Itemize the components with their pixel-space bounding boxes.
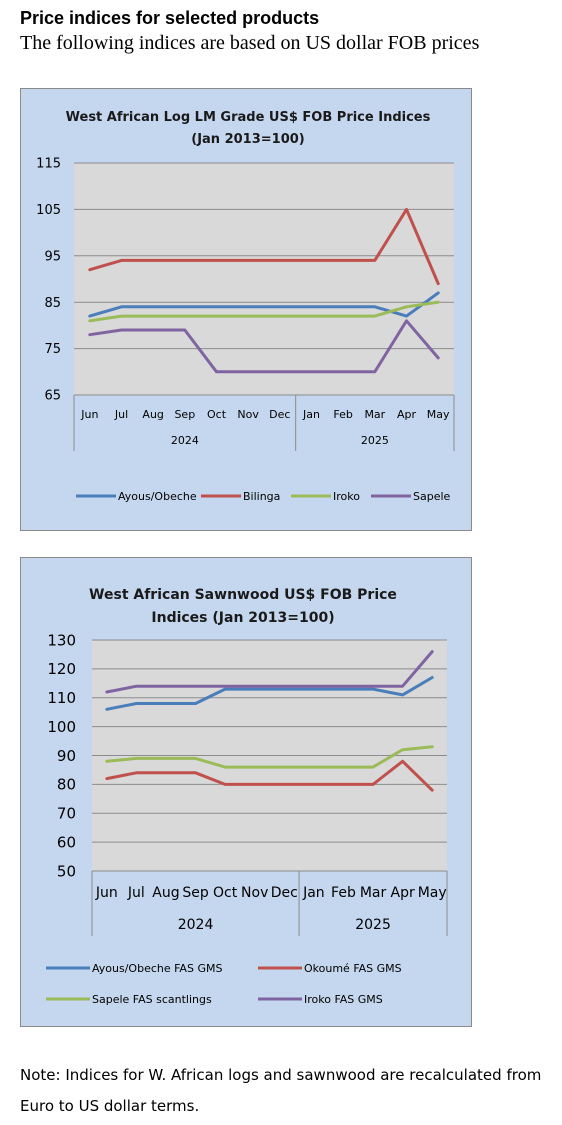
- legend-label: Iroko: [333, 490, 360, 503]
- x-tick-label: Oct: [207, 408, 227, 421]
- x-tick-label: Nov: [241, 885, 268, 901]
- x-tick-label: Oct: [213, 885, 238, 901]
- x-tick-label: Nov: [237, 408, 259, 421]
- series-line-0: [88, 291, 440, 318]
- legend-label: Bilinga: [243, 490, 280, 503]
- y-tick-label: 120: [47, 660, 76, 678]
- chart-title-line: Indices (Jan 2013=100): [151, 610, 334, 626]
- x-tick-label: Dec: [271, 885, 298, 901]
- x-tick-label: Sep: [174, 408, 195, 421]
- x-tick-label: Jul: [127, 885, 145, 901]
- x-tick-label: May: [427, 408, 450, 421]
- x-tick-label: May: [418, 885, 447, 901]
- y-tick-label: 100: [47, 718, 76, 736]
- legend-label: Ayous/Obeche FAS GMS: [92, 962, 222, 975]
- y-tick-label: 115: [36, 157, 61, 172]
- x-tick-label: Mar: [360, 885, 387, 901]
- log-price-chart-svg: West African Log LM Grade US$ FOB Price …: [36, 110, 455, 503]
- y-tick-label: 75: [44, 342, 61, 357]
- y-tick-label: 110: [47, 689, 76, 707]
- legend-label: Sapele: [413, 490, 451, 503]
- y-tick-label: 60: [57, 833, 76, 851]
- series-line-1: [105, 759, 434, 792]
- y-tick-label: 50: [57, 862, 76, 880]
- x-tick-label: Jun: [95, 885, 118, 901]
- x-tick-label: Aug: [152, 885, 179, 901]
- chart-title-line: (Jan 2013=100): [191, 132, 304, 147]
- y-tick-label: 70: [57, 805, 76, 823]
- x-tick-label: Feb: [331, 885, 356, 901]
- y-tick-label: 130: [47, 631, 76, 649]
- page-heading: Price indices for selected products: [20, 8, 320, 28]
- x-tick-label: Dec: [269, 408, 290, 421]
- x-tick-label: Feb: [333, 408, 352, 421]
- sawnwood-price-chart-svg: West African Sawnwood US$ FOB Price Indic…: [46, 587, 448, 1006]
- y-tick-label: 80: [57, 776, 76, 794]
- legend-label: Iroko FAS GMS: [304, 993, 383, 1006]
- year-label: 2025: [361, 434, 389, 447]
- log-price-chart: West African Log LM Grade US$ FOB Price …: [20, 88, 472, 531]
- series-line-3: [105, 650, 434, 694]
- y-tick-label: 85: [44, 296, 61, 311]
- y-tick-label: 95: [44, 249, 61, 264]
- series-line-3: [88, 319, 440, 374]
- note-text: Note: Indices for W. African logs and sa…: [20, 1066, 542, 1115]
- y-tick-label: 105: [36, 203, 61, 218]
- x-tick-label: Apr: [397, 408, 417, 421]
- legend-label: Ayous/Obeche: [118, 490, 197, 503]
- year-label: 2025: [355, 917, 391, 933]
- plot-area: [74, 163, 454, 395]
- year-label: 2024: [171, 434, 199, 447]
- year-label: 2024: [178, 917, 214, 933]
- y-tick-label: 65: [44, 389, 61, 404]
- y-tick-label: 90: [57, 747, 76, 765]
- x-tick-label: Apr: [391, 885, 415, 901]
- x-tick-label: Jan: [302, 408, 320, 421]
- page-subheading: The following indices are based on US do…: [20, 32, 480, 54]
- chart-title-line: West African Log LM Grade US$ FOB Price …: [66, 110, 431, 125]
- x-tick-label: Jul: [114, 408, 128, 421]
- legend-label: Sapele FAS scantlings: [92, 993, 212, 1006]
- chart-title-line: West African Sawnwood US$ FOB Price: [89, 587, 397, 603]
- series-line-2: [105, 745, 434, 769]
- legend-label: Okoumé FAS GMS: [304, 962, 402, 975]
- sawnwood-price-chart: West African Sawnwood US$ FOB Price Indic…: [20, 557, 472, 1027]
- x-tick-label: Aug: [142, 408, 163, 421]
- x-tick-label: Mar: [364, 408, 385, 421]
- series-line-2: [88, 300, 440, 323]
- series-line-0: [105, 676, 434, 711]
- x-tick-label: Sep: [182, 885, 209, 901]
- x-tick-label: Jan: [302, 885, 325, 901]
- series-line-1: [88, 207, 440, 286]
- x-tick-label: Jun: [80, 408, 98, 421]
